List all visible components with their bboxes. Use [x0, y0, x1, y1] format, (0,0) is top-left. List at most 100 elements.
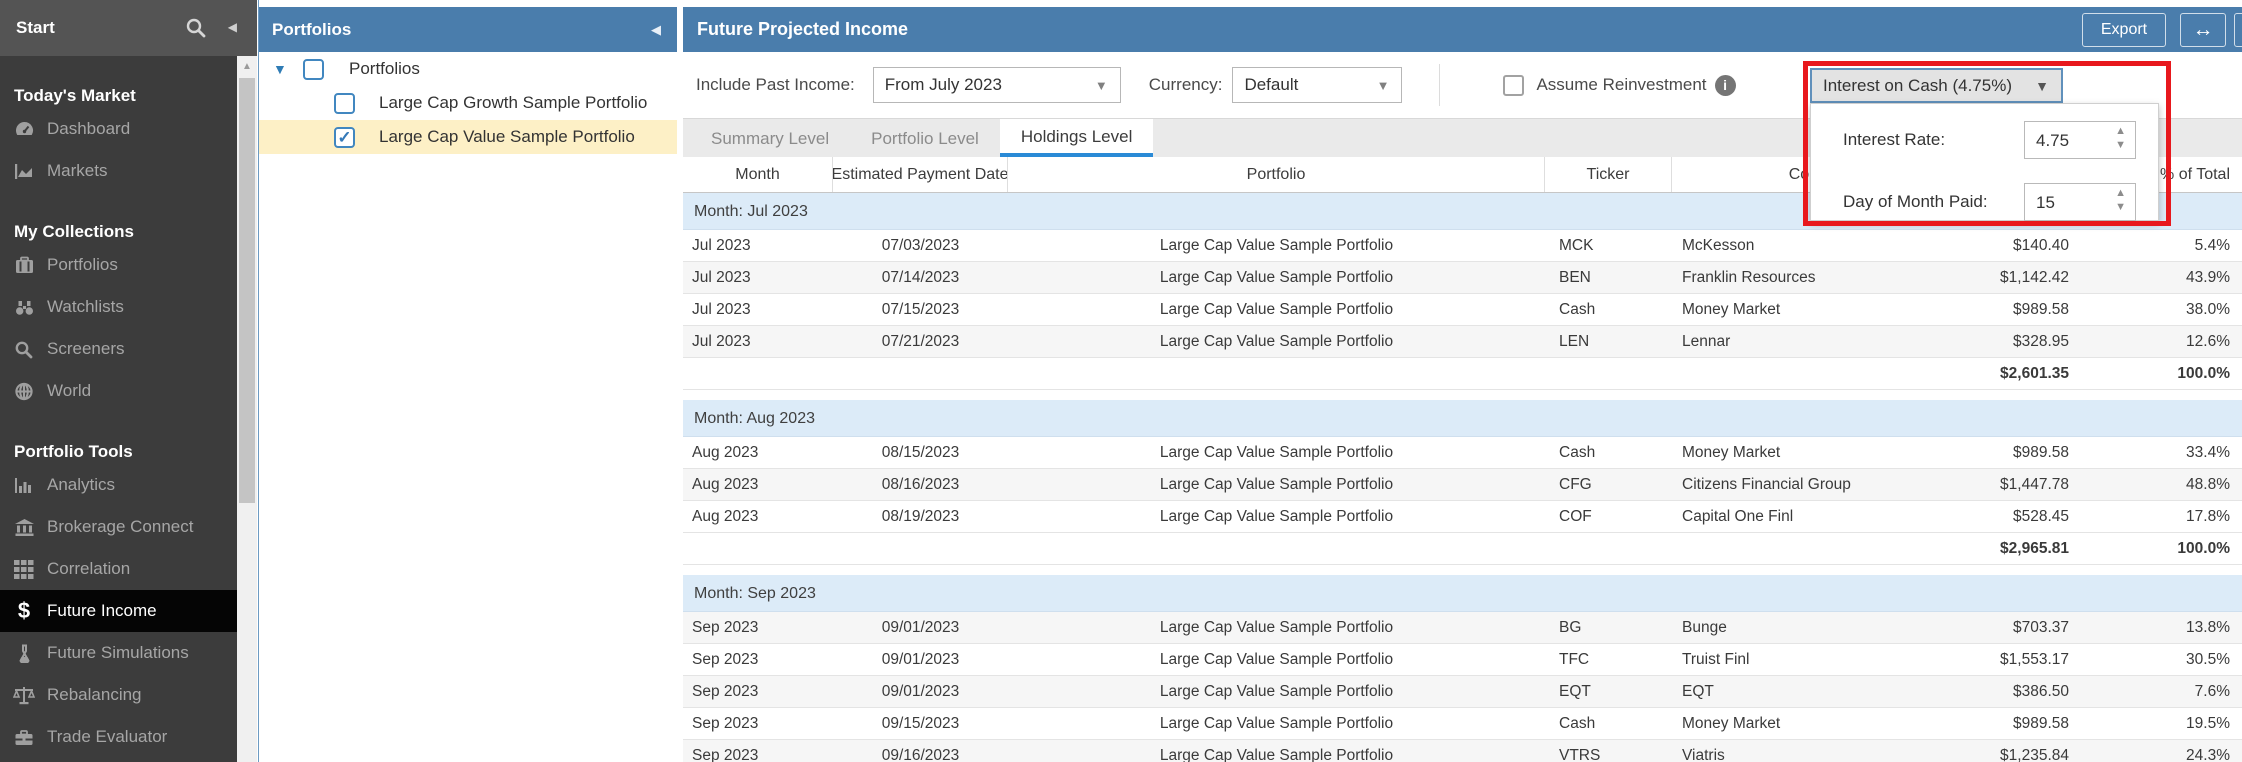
cell-co: EQT [1672, 676, 1975, 707]
group-header[interactable]: Month: Aug 2023 [683, 400, 2242, 437]
table-total-row[interactable]: $2,965.81100.0% [683, 533, 2242, 565]
cell-tick: CFG [1545, 469, 1672, 500]
table-row[interactable]: Jul 202307/21/2023Large Cap Value Sample… [683, 326, 2242, 358]
table-row[interactable]: Aug 202308/19/2023Large Cap Value Sample… [683, 501, 2242, 533]
sidebar-item-dashboard[interactable]: Dashboard [0, 108, 237, 150]
column-header-portfolio[interactable]: Portfolio [1008, 157, 1545, 192]
popout-chart-icon[interactable]: ⤣ [2234, 13, 2242, 47]
chevron-down-icon: ▼ [2035, 78, 2049, 94]
cell-month: Jul 2023 [683, 262, 833, 293]
table-row[interactable]: Aug 202308/15/2023Large Cap Value Sample… [683, 437, 2242, 469]
tree-row-large-cap-growth-sample-portfolio[interactable]: Large Cap Growth Sample Portfolio [259, 86, 677, 120]
cell-amt: $703.37 [1975, 612, 2085, 643]
scroll-up-icon[interactable]: ▲ [237, 56, 257, 72]
export-button[interactable]: Export [2082, 13, 2166, 47]
cell-port [1008, 358, 1545, 389]
table-body: Month: Jul 2023Jul 202307/03/2023Large C… [683, 193, 2242, 762]
checkbox-unchecked[interactable] [303, 59, 324, 80]
cell-tick: Cash [1545, 294, 1672, 325]
interest-on-cash-panel: Interest Rate: 4.75 ▲▼ Day of Month Paid… [1810, 103, 2159, 221]
scrollbar-thumb[interactable] [239, 78, 255, 503]
watchlists-icon [12, 296, 36, 318]
day-of-month-label: Day of Month Paid: [1843, 183, 1988, 221]
tree-row-portfolios[interactable]: ▼Portfolios [259, 52, 677, 86]
sidebar-item-label: Analytics [47, 475, 115, 495]
sidebar-item-brokerage-connect[interactable]: Brokerage Connect [0, 506, 237, 548]
table-total-row[interactable]: $2,601.35100.0% [683, 358, 2242, 390]
cell-date: 07/15/2023 [833, 294, 1008, 325]
include-past-income-value: From July 2023 [885, 75, 1002, 95]
sidebar-collapse-icon[interactable]: ◀ [228, 20, 237, 34]
cell-port: Large Cap Value Sample Portfolio [1008, 262, 1545, 293]
assume-reinvestment-checkbox[interactable] [1503, 75, 1524, 96]
tab-holdings-level[interactable]: Holdings Level [1000, 119, 1154, 157]
day-of-month-input[interactable]: 15 ▲▼ [2024, 183, 2136, 221]
checkbox-unchecked[interactable] [334, 93, 355, 114]
cell-amt: $328.95 [1975, 326, 2085, 357]
tab-portfolio-level[interactable]: Portfolio Level [850, 119, 1000, 157]
column-header-estimated-payment-date[interactable]: Estimated Payment Date [833, 157, 1008, 192]
cell-co: Money Market [1672, 294, 1975, 325]
group-header[interactable]: Month: Sep 2023 [683, 575, 2242, 612]
tree-expand-caret-icon[interactable]: ▼ [273, 61, 287, 77]
interest-on-cash-label: Interest on Cash (4.75%) [1823, 76, 2012, 96]
column-header-ticker[interactable]: Ticker [1545, 157, 1672, 192]
currency-select[interactable]: Default ▼ [1232, 67, 1402, 103]
checkbox-checked[interactable]: ✓ [334, 127, 355, 148]
cell-pct: 17.8% [2085, 501, 2242, 532]
table-row[interactable]: Jul 202307/14/2023Large Cap Value Sample… [683, 262, 2242, 294]
sidebar-item-analytics[interactable]: Analytics [0, 464, 237, 506]
interest-on-cash-dropdown[interactable]: Interest on Cash (4.75%) ▼ [1810, 68, 2063, 103]
table-row[interactable]: Sep 202309/01/2023Large Cap Value Sample… [683, 644, 2242, 676]
stepper-arrows-icon[interactable]: ▲▼ [2115, 126, 2126, 154]
cell-port: Large Cap Value Sample Portfolio [1008, 437, 1545, 468]
table-row[interactable]: Sep 202309/15/2023Large Cap Value Sample… [683, 708, 2242, 740]
table-row[interactable]: Jul 202307/15/2023Large Cap Value Sample… [683, 294, 2242, 326]
cell-month: Aug 2023 [683, 469, 833, 500]
table-row[interactable]: Aug 202308/16/2023Large Cap Value Sample… [683, 469, 2242, 501]
table-row[interactable]: Sep 202309/01/2023Large Cap Value Sample… [683, 612, 2242, 644]
sidebar-item-future-income[interactable]: $Future Income [0, 590, 237, 632]
search-icon[interactable] [185, 17, 207, 39]
cell-co: Viatris [1672, 740, 1975, 762]
cell-month: Aug 2023 [683, 437, 833, 468]
portfolios-collapse-icon[interactable]: ◀ [651, 22, 661, 38]
sidebar-item-portfolios[interactable]: Portfolios [0, 244, 237, 286]
sidebar-scrollbar[interactable]: ▲ [237, 56, 257, 762]
tab-summary-level[interactable]: Summary Level [690, 119, 850, 157]
portfolios-panel-header: Portfolios ◀ [259, 7, 677, 52]
sidebar-item-watchlists[interactable]: Watchlists [0, 286, 237, 328]
column-header-month[interactable]: Month [683, 157, 833, 192]
cell-pct: 24.3% [2085, 740, 2242, 762]
sidebar-item-label: Brokerage Connect [47, 517, 193, 537]
cell-port: Large Cap Value Sample Portfolio [1008, 612, 1545, 643]
stepper-arrows-icon[interactable]: ▲▼ [2115, 188, 2126, 216]
table-row[interactable]: Sep 202309/01/2023Large Cap Value Sample… [683, 676, 2242, 708]
sidebar-item-correlation[interactable]: Correlation [0, 548, 237, 590]
interest-rate-input[interactable]: 4.75 ▲▼ [2024, 121, 2136, 159]
sidebar-item-rebalancing[interactable]: Rebalancing [0, 674, 237, 716]
table-row[interactable]: Jul 202307/03/2023Large Cap Value Sample… [683, 230, 2242, 262]
sidebar-item-future-simulations[interactable]: Future Simulations [0, 632, 237, 674]
cell-port [1008, 533, 1545, 564]
resize-width-icon[interactable]: ↔ [2180, 13, 2226, 47]
group-spacer [683, 565, 2242, 575]
analytics-icon [12, 474, 36, 496]
info-icon[interactable]: i [1715, 75, 1736, 96]
sidebar-item-screeners[interactable]: Screeners [0, 328, 237, 370]
tree-row-large-cap-value-sample-portfolio[interactable]: ✓Large Cap Value Sample Portfolio [259, 120, 677, 154]
sidebar-item-markets[interactable]: Markets [0, 150, 237, 192]
cell-month: Sep 2023 [683, 740, 833, 762]
sidebar-item-world[interactable]: World [0, 370, 237, 412]
cell-co [1672, 533, 1975, 564]
cell-pct: 100.0% [2085, 358, 2242, 389]
include-past-income-select[interactable]: From July 2023 ▼ [873, 67, 1121, 103]
sidebar-item-trade-evaluator[interactable]: Trade Evaluator [0, 716, 237, 758]
portfolios-panel-title: Portfolios [272, 20, 351, 40]
day-of-month-value: 15 [2036, 184, 2055, 222]
cell-date: 08/16/2023 [833, 469, 1008, 500]
scales-icon [12, 684, 36, 706]
cell-pct: 5.4% [2085, 230, 2242, 261]
table-row[interactable]: Sep 202309/16/2023Large Cap Value Sample… [683, 740, 2242, 762]
cell-pct: 19.5% [2085, 708, 2242, 739]
